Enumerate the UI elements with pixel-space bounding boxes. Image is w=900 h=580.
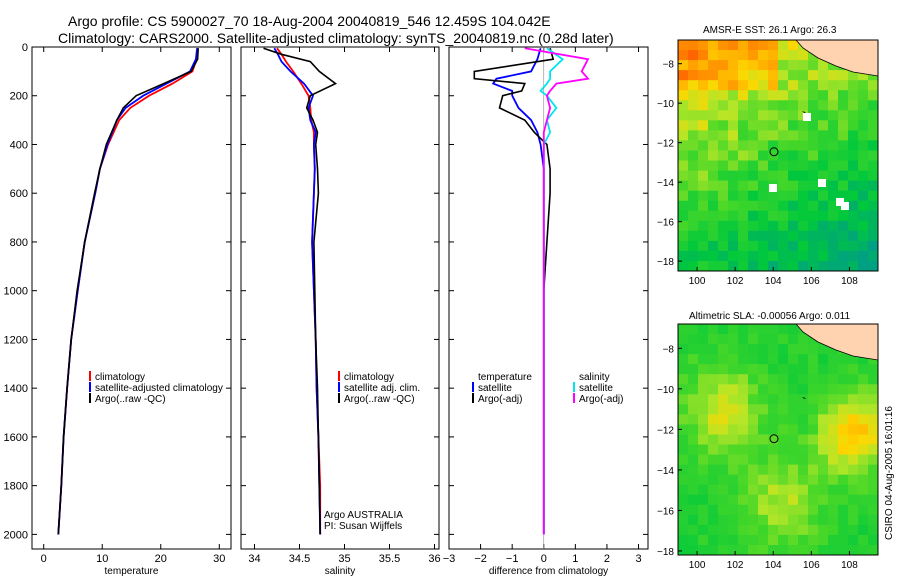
series-line-3-2 — [473, 47, 555, 535]
y-tick-label: 1400 — [4, 383, 28, 395]
map-y-tick-label: −8 — [663, 60, 675, 71]
legend-label-1: satellite-adjusted climatology — [95, 383, 223, 394]
y-tick-label: 0 — [22, 42, 28, 54]
x-tick-label: −1 — [506, 553, 519, 565]
x-tick-label: 3 — [635, 553, 641, 565]
series-line-2-2 — [273, 47, 322, 535]
x-tick-label: 34 — [248, 553, 260, 565]
x-tick-label: 30 — [213, 553, 225, 565]
y-tick-label: 2000 — [4, 529, 28, 541]
legend-label-3: temperature — [478, 372, 532, 383]
map-x-tick-label: 106 — [803, 276, 820, 287]
y-tick-label: 200 — [10, 91, 28, 103]
map-y-tick-label: −14 — [657, 466, 674, 477]
series-line-3-1 — [491, 47, 545, 535]
map-y-tick-label: −18 — [657, 547, 674, 558]
x-tick-label: 0 — [41, 553, 47, 565]
missing-data-cell — [836, 198, 844, 206]
legend-label-2: satellite adj. clim. — [344, 383, 420, 394]
series-line-1-3 — [57, 48, 199, 535]
series-line-1-2 — [57, 48, 198, 535]
legend-label-3: satellite — [478, 383, 512, 394]
sla-map-title: Altimetric SLA: -0.00056 Argo: 0.011 — [689, 311, 851, 322]
x-tick-label: 10 — [96, 553, 108, 565]
legend-label-3: Argo(-adj) — [579, 394, 623, 405]
pi-annotation: PI: Susan Wijffels — [324, 521, 402, 532]
y-tick-label: 1800 — [4, 481, 28, 493]
map-x-tick-label: 102 — [727, 276, 744, 287]
map-y-tick-label: −8 — [663, 344, 675, 355]
legend-label-2: climatology — [344, 372, 394, 383]
map-x-tick-label: 108 — [841, 276, 858, 287]
x-tick-label: 1 — [572, 553, 578, 565]
y-tick-label: 600 — [10, 188, 28, 200]
map-frame-sst — [677, 39, 879, 272]
legend-label-1: Argo(..raw -QC) — [95, 394, 166, 405]
series-line-1-1 — [57, 48, 199, 535]
map-x-tick-label: 102 — [727, 560, 744, 571]
figure-title-line1: Argo profile: CS 5900027_70 18-Aug-2004 … — [68, 13, 551, 29]
series-line-3-4 — [524, 47, 590, 535]
missing-data-cell — [841, 202, 849, 210]
panel-frame-3 — [448, 46, 649, 550]
map-field-sla — [678, 324, 878, 555]
y-tick-label: 1600 — [4, 432, 28, 444]
x-tick-label: 34.5 — [289, 553, 310, 565]
map-field-sst — [678, 40, 878, 271]
map-x-tick-label: 106 — [803, 560, 820, 571]
y-tick-label: 1200 — [4, 334, 28, 346]
legend-label-3: salinity — [579, 372, 610, 383]
float-position-marker — [769, 434, 779, 444]
figure-title-line2: Climatology: CARS2000. Satellite-adjuste… — [58, 30, 614, 46]
x-axis-label: salinity — [325, 566, 356, 577]
map-x-tick-label: 104 — [765, 276, 782, 287]
series-line-2-3 — [263, 47, 338, 535]
x-tick-label: 36 — [428, 553, 440, 565]
x-tick-label: 35 — [338, 553, 350, 565]
float-position-marker — [769, 147, 779, 157]
missing-data-cell — [769, 184, 777, 192]
map-x-tick-label: 104 — [765, 560, 782, 571]
x-axis-label: temperature — [105, 566, 159, 577]
map-y-tick-label: −14 — [657, 178, 674, 189]
land-mass — [795, 40, 878, 77]
map-x-tick-label: 100 — [689, 276, 706, 287]
panel-frame-2 — [240, 46, 440, 550]
sst-map-title: AMSR-E SST: 26.1 Argo: 26.3 — [703, 25, 837, 36]
x-tick-label: 20 — [155, 553, 167, 565]
x-tick-label: 0 — [541, 553, 547, 565]
legend-label-2: Argo(..raw -QC) — [344, 394, 415, 405]
land-mass — [795, 324, 878, 361]
legend-label-3: Argo(-adj) — [478, 394, 522, 405]
x-tick-label: −2 — [474, 553, 487, 565]
y-tick-label: 1000 — [4, 286, 28, 298]
missing-data-cell — [818, 179, 826, 187]
missing-data-cell — [803, 113, 811, 121]
y-tick-label: 800 — [10, 237, 28, 249]
map-y-tick-label: −10 — [657, 99, 674, 110]
legend-label-1: climatology — [95, 372, 145, 383]
x-tick-label: 2 — [604, 553, 610, 565]
legend-label-3: satellite — [579, 383, 613, 394]
y-tick-label: 400 — [10, 139, 28, 151]
map-y-tick-label: −18 — [657, 257, 674, 268]
map-y-tick-label: −10 — [657, 385, 674, 396]
map-y-tick-label: −16 — [657, 506, 674, 517]
map-x-tick-label: 100 — [689, 560, 706, 571]
map-x-tick-label: 108 — [841, 560, 858, 571]
map-frame-sla — [677, 323, 879, 556]
island-marker — [801, 396, 806, 399]
x-tick-label: 35.5 — [379, 553, 400, 565]
map-y-tick-label: −12 — [657, 425, 674, 436]
x-tick-label: −3 — [443, 553, 456, 565]
map-y-tick-label: −12 — [657, 139, 674, 150]
map-y-tick-label: −16 — [657, 218, 674, 229]
panel-frame-1 — [31, 46, 232, 550]
x-axis-label: difference from climatology — [489, 566, 608, 577]
island-marker — [801, 111, 806, 114]
pi-annotation: Argo AUSTRALIA — [324, 510, 403, 521]
